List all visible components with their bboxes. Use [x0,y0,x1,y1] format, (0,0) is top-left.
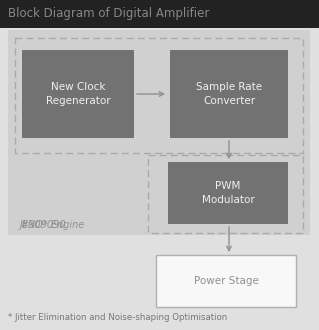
Text: Block Diagram of Digital Amplifier: Block Diagram of Digital Amplifier [8,8,209,20]
Bar [156,255,296,307]
Bar [168,162,288,224]
Bar [0,0,319,28]
Text: New Clock
Regenerator: New Clock Regenerator [46,82,110,106]
Bar [170,50,288,138]
Text: PWM
Modulator: PWM Modulator [202,181,254,205]
Bar [22,50,134,138]
Text: #909090: #909090 [20,220,66,230]
Bar [148,155,303,233]
Text: JENO* Engine: JENO* Engine [20,220,85,230]
Bar [15,38,303,153]
Text: Sample Rate
Converter: Sample Rate Converter [196,82,262,106]
Bar [8,30,310,235]
Text: Power Stage: Power Stage [194,276,258,286]
Text: * Jitter Elimination and Noise-shaping Optimisation: * Jitter Elimination and Noise-shaping O… [8,314,227,322]
